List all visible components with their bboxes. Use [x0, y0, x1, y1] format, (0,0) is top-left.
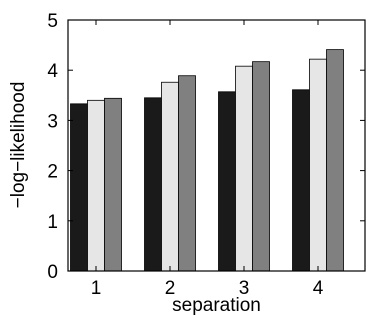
plot-frame	[67, 19, 366, 272]
y-tick-label: 4	[47, 61, 58, 82]
bar-4-series-2	[309, 58, 327, 272]
x-tick-label: 4	[313, 278, 324, 299]
x-tick-label: 2	[165, 278, 176, 299]
bars-group	[70, 49, 344, 272]
bar-1-series-1	[70, 103, 88, 272]
y-tick-label: 5	[47, 11, 58, 32]
x-tick-label: 3	[239, 278, 250, 299]
bar-2-series-3	[178, 75, 196, 272]
y-tick-label: 1	[47, 212, 58, 233]
bar-1-series-3	[104, 97, 122, 272]
y-tick-label: 2	[47, 162, 58, 183]
bar-3-series-2	[235, 65, 253, 272]
y-tick-label: 0	[47, 262, 58, 283]
x-tick-label: 1	[91, 278, 102, 299]
y-axis-label: −log−likelihood	[8, 82, 29, 209]
bar-2-series-2	[161, 81, 179, 272]
y-axis: 0 1 2 3 4 5	[47, 11, 365, 283]
bar-3-series-3	[252, 61, 270, 272]
bar-4-series-3	[326, 49, 344, 272]
x-axis: 1 2 3 4	[91, 20, 324, 299]
bar-4-series-1	[292, 89, 310, 272]
bar-2-series-1	[144, 97, 162, 272]
bar-3-series-1	[218, 91, 236, 272]
y-tick-label: 3	[47, 111, 58, 132]
bar-1-series-2	[87, 99, 105, 272]
x-axis-label: separation	[172, 295, 261, 316]
